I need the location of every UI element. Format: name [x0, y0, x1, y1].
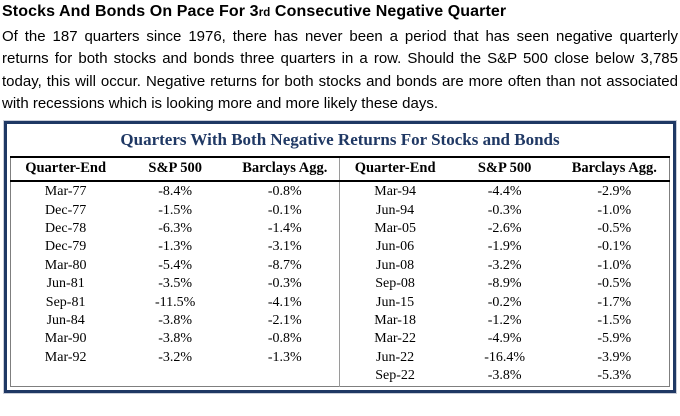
barclays-agg-cell: -0.8% [267, 331, 302, 347]
sp500-cell: -1.3% [158, 239, 193, 255]
sp500-cell: -3.5% [158, 276, 193, 292]
barclays-agg-cell: -0.5% [597, 276, 632, 292]
col-header-sp500-right: S&P 500 [449, 157, 560, 183]
col-header-barclays-right: Barclays Agg. [559, 157, 670, 183]
headline-text-before: Stocks And Bonds On Pace For 3 [2, 3, 259, 20]
quarter-end-cell: Jun-15 [339, 293, 450, 313]
quarter-end-cell: Dec-78 [45, 221, 87, 236]
sp500-cell: -3.8% [158, 313, 193, 329]
quarter-end-cell: Sep-22 [339, 367, 450, 387]
quarter-end-cell: Mar-90 [44, 331, 87, 347]
barclays-agg-cell: -3.1% [267, 239, 302, 255]
sp500-cell: -1.9% [487, 239, 522, 255]
table-row: Mar-90 -3.8% -0.8% Mar-22 -4.9% -5.9% [11, 330, 670, 349]
barclays-agg-cell: -0.1% [267, 202, 302, 218]
sp500-cell: -8.4% [158, 184, 193, 200]
page: Stocks And Bonds On Pace For 3rd Consecu… [2, 2, 678, 393]
table-panel: Quarters With Both Negative Returns For … [4, 121, 676, 393]
quarter-end-cell: Mar-80 [44, 257, 87, 273]
sp500-cell: -3.8% [158, 331, 193, 347]
sp500-cell: -2.6% [487, 221, 522, 236]
barclays-agg-cell: -3.9% [597, 349, 632, 365]
table-body: Mar-77 -8.4% -0.8% Mar-94 -4.4% -2.9% Dec-77 -1… [11, 181, 670, 387]
quarter-end-cell: Mar-22 [339, 330, 450, 349]
sp500-cell [120, 367, 230, 386]
barclays-agg-cell: -1.7% [597, 294, 632, 310]
barclays-agg-cell: -0.3% [267, 276, 302, 292]
barclays-agg-cell: -1.0% [597, 257, 632, 273]
quarter-end-cell: Mar-05 [339, 220, 450, 239]
quarter-end-cell [11, 367, 121, 386]
barclays-agg-cell: -0.5% [597, 221, 632, 236]
quarter-end-cell: Dec-77 [45, 202, 87, 218]
barclays-agg-cell: -1.0% [597, 202, 632, 218]
barclays-agg-cell: -4.1% [267, 294, 302, 310]
table-row: Sep-81 -11.5% -4.1% Jun-15 -0.2% -1.7% [11, 293, 670, 313]
quarter-end-cell: Jun-22 [339, 348, 450, 368]
table-title: Quarters With Both Negative Returns For … [120, 130, 560, 150]
sp500-cell: -0.3% [487, 202, 522, 218]
table-row: Dec-79 -1.3% -3.1% Jun-06 -1.9% -0.1% [11, 238, 670, 257]
quarter-end-cell: Sep-81 [45, 294, 86, 310]
headline-ordinal: rd [258, 7, 271, 19]
sp500-cell: -3.8% [487, 368, 522, 384]
headline-text-after: Consecutive Negative Quarter [270, 3, 507, 20]
barclays-agg-cell: -2.1% [267, 313, 302, 329]
sp500-cell: -8.9% [487, 276, 522, 292]
sp500-cell: -0.2% [487, 294, 522, 310]
quarter-end-cell: Jun-06 [339, 238, 450, 257]
negative-quarters-table: Quarter-End S&P 500 Barclays Agg. Quarte… [10, 156, 670, 387]
col-header-sp500-left: S&P 500 [120, 157, 231, 183]
quarter-end-cell: Jun-94 [339, 201, 450, 220]
article-headline: Stocks And Bonds On Pace For 3rd Consecu… [2, 2, 678, 23]
quarter-end-cell: Sep-08 [339, 275, 450, 294]
table-row: Jun-84 -3.8% -2.1% Mar-18 -1.2% -1.5% [11, 312, 670, 331]
table-row: Mar-80 -5.4% -8.7% Jun-08 -3.2% -1.0% [11, 256, 670, 276]
sp500-cell: -16.4% [484, 349, 526, 365]
sp500-cell: -4.4% [487, 184, 522, 200]
col-header-quarter-end-left: Quarter-End [10, 157, 121, 183]
quarter-end-cell: Mar-18 [339, 312, 450, 331]
barclays-agg-cell: -1.3% [267, 349, 302, 365]
sp500-cell: -11.5% [155, 294, 196, 310]
table-header-row: Quarter-End S&P 500 Barclays Agg. Quarte… [10, 157, 670, 183]
sp500-cell: -6.3% [158, 221, 193, 236]
quarter-end-cell: Mar-77 [44, 184, 87, 200]
table-row: Dec-77 -1.5% -0.1% Jun-94 -0.3% -1.0% [11, 201, 670, 220]
barclays-agg-cell: -0.1% [597, 239, 632, 255]
barclays-agg-cell: -2.9% [597, 184, 632, 200]
sp500-cell: -3.2% [158, 349, 193, 365]
barclays-agg-cell: -1.4% [267, 221, 302, 236]
sp500-cell: -3.2% [487, 257, 522, 273]
barclays-agg-cell: -5.3% [597, 368, 632, 384]
table-row: Dec-78 -6.3% -1.4% Mar-05 -2.6% -0.5% [11, 220, 670, 239]
barclays-agg-cell: -5.9% [597, 331, 632, 347]
barclays-agg-cell: -1.5% [597, 313, 632, 329]
sp500-cell: -4.9% [487, 331, 522, 347]
col-header-quarter-end-right: Quarter-End [339, 157, 450, 183]
quarter-end-cell: Mar-94 [339, 181, 450, 202]
quarter-end-cell: Jun-84 [46, 313, 85, 329]
col-header-barclays-left: Barclays Agg. [230, 157, 340, 183]
quarter-end-cell: Jun-08 [339, 256, 450, 276]
quarter-end-cell: Jun-81 [46, 276, 85, 292]
barclays-agg-cell: -0.8% [267, 184, 302, 200]
quarter-end-cell: Dec-79 [45, 239, 87, 255]
table-row: Mar-77 -8.4% -0.8% Mar-94 -4.4% -2.9% [11, 181, 670, 202]
sp500-cell: -1.2% [487, 313, 522, 329]
barclays-agg-cell: -8.7% [267, 257, 302, 273]
quarter-end-cell: Mar-92 [44, 349, 87, 365]
table-row: Sep-22 -3.8% -5.3% [11, 367, 670, 387]
sp500-cell: -1.5% [158, 202, 193, 218]
table-header: Quarter-End S&P 500 Barclays Agg. Quarte… [10, 157, 670, 183]
table-row: Mar-92 -3.2% -1.3% Jun-22 -16.4% -3.9% [11, 348, 670, 368]
article-paragraph: Of the 187 quarters since 1976, there ha… [2, 28, 678, 112]
barclays-agg-cell [230, 367, 340, 386]
sp500-cell: -5.4% [158, 257, 193, 273]
table-row: Jun-81 -3.5% -0.3% Sep-08 -8.9% -0.5% [11, 275, 670, 294]
